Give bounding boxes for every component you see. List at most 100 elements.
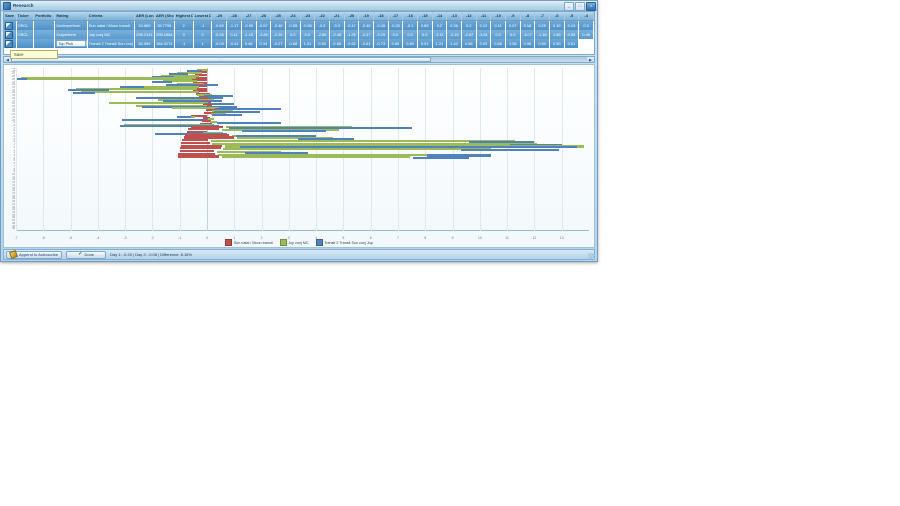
day-value-cell[interactable]: 0.89 xyxy=(402,39,418,48)
column-header-28[interactable]: -28 xyxy=(226,12,242,21)
highest-d-cell[interactable]: 0 xyxy=(174,30,194,39)
day-value-cell[interactable]: -0.46 xyxy=(270,20,286,30)
aer-long-cell[interactable]: 82.559 xyxy=(134,39,155,48)
day-value-cell[interactable]: 0.11 xyxy=(226,30,242,39)
column-header-4[interactable]: -4 xyxy=(578,12,594,21)
day-value-cell[interactable]: -2.87 xyxy=(461,30,477,39)
day-value-cell[interactable]: 0.0 xyxy=(417,30,433,39)
append-to-astroscribe-button[interactable]: Append to Astroscribe xyxy=(6,250,63,259)
day-value-cell[interactable]: 0.46 xyxy=(241,39,257,48)
column-header-12[interactable]: -12 xyxy=(461,12,477,21)
day-value-cell[interactable]: 0.29 xyxy=(534,20,550,30)
aer-short-cell[interactable]: 295.1854 xyxy=(154,30,175,39)
day-value-cell[interactable]: -3.15 xyxy=(446,30,462,39)
day-value-cell[interactable]: -0.95 xyxy=(241,20,257,30)
save-cell[interactable] xyxy=(4,30,17,39)
column-header-save[interactable]: Save xyxy=(4,12,17,21)
lowest-d-cell[interactable]: 1 xyxy=(193,39,213,48)
day-value-cell[interactable]: 0.0 xyxy=(490,30,506,39)
rating-cell[interactable]: Outperform xyxy=(54,30,88,39)
day-value-cell[interactable]: 0.66 xyxy=(461,39,477,48)
day-value-cell[interactable]: 0.96 xyxy=(520,39,536,48)
column-header-ticker[interactable]: Ticker xyxy=(16,12,35,21)
day-value-cell[interactable]: 0.85 xyxy=(417,20,433,30)
save-icon[interactable] xyxy=(5,21,13,30)
day-value-cell[interactable]: -0.41 xyxy=(226,39,242,48)
column-header-26[interactable]: -26 xyxy=(256,12,272,21)
scrollbar-thumb[interactable]: ⋯ xyxy=(11,57,432,62)
day-value-cell[interactable]: -2.11 xyxy=(432,30,448,39)
day-value-cell[interactable]: -0.45 xyxy=(373,20,389,30)
column-header-aer-sho[interactable]: AER (Sho xyxy=(154,12,175,21)
day-value-cell[interactable]: 0.0 xyxy=(300,30,316,39)
column-header-rating[interactable]: Rating xyxy=(54,12,88,21)
day-value-cell[interactable]: -1.18 xyxy=(534,30,550,39)
column-header-27[interactable]: -27 xyxy=(241,12,257,21)
column-header-11[interactable]: -11 xyxy=(476,12,492,21)
column-header-25[interactable]: -25 xyxy=(270,12,286,21)
day-value-cell[interactable]: 0.34 xyxy=(256,39,272,48)
day-value-cell[interactable]: 0.12 xyxy=(476,20,492,30)
column-header-17[interactable]: -17 xyxy=(388,12,404,21)
day-value-cell[interactable]: -0.3 xyxy=(329,20,345,30)
column-header-6[interactable]: -6 xyxy=(549,12,565,21)
day-value-cell[interactable]: -0.1 xyxy=(402,20,418,30)
day-value-cell[interactable]: 1.06 xyxy=(505,39,521,48)
aer-short-cell[interactable]: 384.0274 xyxy=(154,39,175,48)
column-header-lowest-d[interactable]: Lowest D xyxy=(193,12,213,21)
day-value-cell[interactable]: 0.90 xyxy=(549,39,565,48)
column-header-16[interactable]: -16 xyxy=(402,12,418,21)
column-header-aer-lon[interactable]: AER (Lon xyxy=(134,12,155,21)
day-value-cell[interactable]: -3.07 xyxy=(520,30,536,39)
highest-d-cell[interactable]: -1 xyxy=(174,39,194,48)
day-value-cell[interactable]: 0.2 xyxy=(461,20,477,30)
day-value-cell[interactable]: -0.27 xyxy=(270,39,286,48)
ticker-cell[interactable]: ORCL xyxy=(16,20,35,30)
day-value-cell[interactable]: 0.19 xyxy=(564,20,580,30)
maximize-button[interactable]: □ xyxy=(575,1,585,11)
highest-d-cell[interactable]: 2 xyxy=(174,20,194,30)
column-header-23[interactable]: -23 xyxy=(300,12,316,21)
day-value-cell[interactable]: 0.89 xyxy=(388,39,404,48)
day-value-cell[interactable]: 0.45 xyxy=(578,30,594,39)
column-header-24[interactable]: -24 xyxy=(285,12,301,21)
day-value-cell[interactable]: 0.0 xyxy=(285,30,301,39)
column-header-13[interactable]: -13 xyxy=(446,12,462,21)
column-header-20[interactable]: -20 xyxy=(344,12,360,21)
day-value-cell[interactable]: -3.81 xyxy=(476,30,492,39)
day-value-cell[interactable]: 1.01 xyxy=(300,39,316,48)
aer-long-cell[interactable]: 24.669 xyxy=(134,20,155,30)
column-header-15[interactable]: -15 xyxy=(417,12,433,21)
column-header-criteria[interactable]: Criteria xyxy=(87,12,135,21)
day-value-cell[interactable]: -0.56 xyxy=(300,20,316,30)
day-value-cell[interactable]: 0.18 xyxy=(520,20,536,30)
day-value-cell[interactable]: -0.88 xyxy=(329,39,345,48)
window-titlebar[interactable]: Research _ □ × xyxy=(1,1,597,11)
column-header-29[interactable]: -29 xyxy=(211,12,228,21)
column-header-22[interactable]: -22 xyxy=(314,12,330,21)
save-icon[interactable] xyxy=(5,39,13,48)
day-value-cell[interactable]: -0.62 xyxy=(344,39,360,48)
day-value-cell[interactable]: 0.91 xyxy=(417,39,433,48)
day-value-cell[interactable]: -2.25 xyxy=(270,30,286,39)
day-value-cell[interactable]: -3.37 xyxy=(358,30,374,39)
day-value-cell[interactable]: 0.11 xyxy=(490,20,506,30)
day-value-cell[interactable]: -0.09 xyxy=(211,39,228,48)
day-value-cell[interactable]: -1.29 xyxy=(344,30,360,39)
day-value-cell[interactable]: -0.81 xyxy=(358,39,374,48)
day-value-cell[interactable]: -2.89 xyxy=(256,30,272,39)
lowest-d-cell[interactable]: 0 xyxy=(193,30,213,39)
column-header-19[interactable]: -19 xyxy=(358,12,374,21)
day-value-cell[interactable]: 0.2 xyxy=(432,20,448,30)
chevron-down-icon[interactable]: ▼ xyxy=(85,41,87,46)
minimize-button[interactable]: _ xyxy=(564,1,574,11)
save-icon[interactable] xyxy=(5,30,13,39)
column-header-14[interactable]: -14 xyxy=(432,12,448,21)
column-header-18[interactable]: -18 xyxy=(373,12,389,21)
day-value-cell[interactable]: 0.66 xyxy=(490,39,506,48)
done-button[interactable]: ✔ Done xyxy=(66,250,107,259)
day-value-cell[interactable]: 0.55 xyxy=(314,39,330,48)
day-value-cell[interactable]: -0.88 xyxy=(285,39,301,48)
criteria-cell[interactable]: Transit 2 Transit Sun conj xyxy=(87,39,135,48)
portfolio-cell[interactable] xyxy=(33,39,56,48)
